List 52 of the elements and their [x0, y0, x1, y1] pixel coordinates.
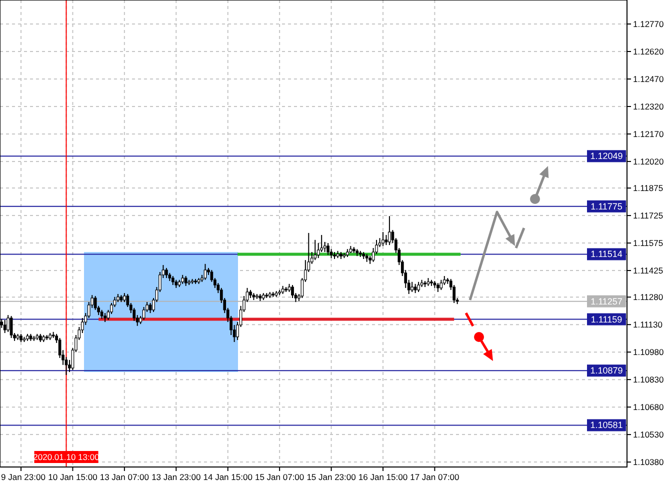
- ref-line-label: 1.11159: [590, 314, 622, 324]
- candlestick: [6, 314, 10, 332]
- x-tick-label: 10 Jan 15:00: [48, 472, 98, 481]
- x-tick-label: 2020.01.10 13:00: [33, 452, 100, 462]
- x-tick-label: 15 Jan 23:00: [306, 472, 356, 481]
- y-tick-label: 1.10830: [633, 374, 664, 385]
- x-tick-label: 16 Jan 15:00: [358, 472, 408, 481]
- candlestick: [291, 284, 294, 299]
- y-tick-label: 1.11875: [633, 183, 664, 194]
- candlestick: [314, 239, 317, 261]
- y-tick-label: 1.12170: [633, 128, 664, 139]
- x-tick-label: 14 Jan 15:00: [203, 472, 253, 481]
- x-tick-label: 13 Jan 23:00: [152, 472, 201, 481]
- y-tick-label: 1.12320: [633, 101, 664, 112]
- y-tick-label: 1.10530: [633, 430, 664, 440]
- y-tick-label: 1.11575: [633, 238, 664, 248]
- y-tick-label: 1.10980: [633, 347, 664, 358]
- y-tick-label: 1.11280: [633, 292, 664, 302]
- candlestick: [326, 242, 330, 256]
- candlestick: [417, 281, 420, 292]
- candlestick: [388, 216, 391, 246]
- x-tick-label: 15 Jan 07:00: [254, 472, 304, 481]
- candlestick: [142, 306, 146, 321]
- ref-line-label: 1.10879: [590, 366, 623, 376]
- x-tick-label: 9 Jan 23:00: [1, 472, 46, 481]
- candlestick: [440, 279, 443, 290]
- ref-line-label: 1.11514: [590, 249, 622, 260]
- candlestick: [165, 267, 168, 279]
- y-tick-label: 1.12470: [633, 74, 664, 84]
- candlestick: [384, 234, 388, 246]
- candlestick: [10, 315, 13, 338]
- y-tick-label: 1.11425: [633, 266, 664, 276]
- ref-line-label: 1.11257: [590, 296, 622, 306]
- candlestick: [3, 320, 6, 334]
- ref-line-label: 1.11775: [590, 201, 622, 212]
- x-tick-label: 17 Jan 07:00: [410, 472, 460, 481]
- candlestick: [414, 283, 417, 294]
- x-tick-label: 13 Jan 07:00: [100, 472, 150, 481]
- y-tick-label: 1.11725: [633, 210, 664, 221]
- y-tick-label: 1.10680: [633, 402, 664, 412]
- y-tick-label: 1.12620: [633, 46, 664, 56]
- candlestick: [148, 302, 152, 314]
- ref-line-label: 1.10581: [590, 420, 623, 430]
- ref-line-label: 1.12049: [590, 151, 623, 162]
- candlestick: [204, 263, 207, 280]
- candlestick: [184, 276, 188, 286]
- y-tick-label: 1.12770: [633, 19, 664, 30]
- y-tick-label: 1.11130: [633, 320, 663, 330]
- y-tick-label: 1.12020: [633, 156, 664, 166]
- y-tick-label: 1.10380: [633, 457, 664, 468]
- candlestick: [410, 281, 414, 292]
- candlestick: [382, 232, 384, 246]
